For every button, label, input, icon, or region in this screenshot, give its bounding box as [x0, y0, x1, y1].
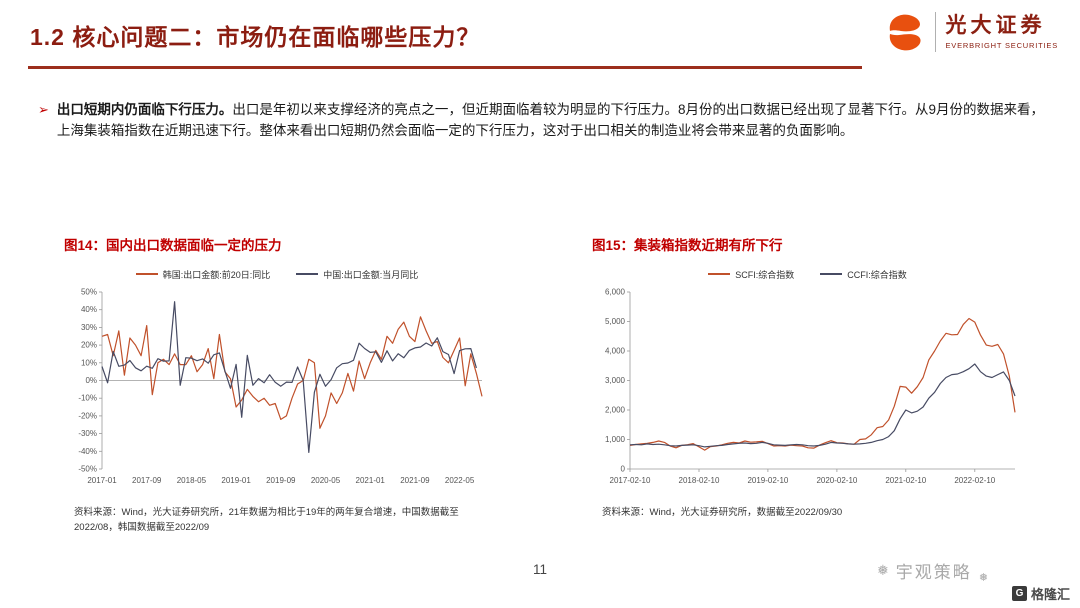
- x-tick-label: 2018-05: [177, 476, 207, 485]
- x-tick-label: 2018-02-10: [679, 476, 720, 485]
- legend-swatch: [296, 273, 319, 275]
- legend-item: 中国:出口金额:当月同比: [296, 268, 418, 280]
- legend-swatch: [820, 273, 843, 275]
- everbright-logo-icon: [890, 14, 922, 51]
- figure-15-title: 图15：集装箱指数近期有所下行: [592, 238, 783, 253]
- y-tick-label: 2,000: [605, 406, 626, 415]
- page-title: 1.2 核心问题二：市场仍在面临哪些压力？: [30, 24, 481, 50]
- x-tick-label: 2017-09: [132, 476, 162, 485]
- y-tick-label: 3,000: [605, 376, 626, 385]
- legend-label: 中国:出口金额:当月同比: [323, 269, 419, 280]
- watermark: ❅ 宇观策略 ❅: [877, 558, 988, 584]
- x-tick-label: 2021-01: [356, 476, 386, 485]
- snowflake-icon: ❅: [877, 562, 889, 578]
- x-tick-label: 2019-09: [266, 476, 296, 485]
- y-tick-label: 10%: [81, 358, 97, 367]
- legend-item: SCFI:综合指数: [708, 268, 794, 280]
- figure-15: 图15：集装箱指数近期有所下行 SCFI:综合指数 CCFI:综合指数 0 1,00…: [590, 234, 1025, 520]
- y-tick-label: 40%: [81, 305, 97, 314]
- y-tick-label: 50%: [81, 288, 97, 297]
- snowflake-icon: ❅: [978, 572, 988, 584]
- bullet-marker: ➢: [38, 102, 49, 117]
- y-tick-label: 0%: [85, 376, 97, 385]
- x-tick-label: 2019-02-10: [747, 476, 788, 485]
- y-tick-label: -50%: [78, 465, 97, 474]
- header-rule: [28, 66, 862, 69]
- x-tick-label: 2022-05: [445, 476, 475, 485]
- figure-14-title: 图14：国内出口数据面临一定的压力: [64, 238, 282, 253]
- x-tick-label: 2020-05: [311, 476, 341, 485]
- y-tick-label: 20%: [81, 341, 97, 350]
- logo-divider: [935, 12, 937, 52]
- y-tick-label: -40%: [78, 447, 97, 456]
- y-tick-label: -10%: [78, 394, 97, 403]
- y-tick-label: -20%: [78, 411, 97, 420]
- body-paragraph: 出口短期内仍面临下行压力。出口是年初以来支撑经济的亮点之一，但近期面临着较为明显…: [57, 100, 1044, 142]
- y-tick-label: 30%: [81, 323, 97, 332]
- x-tick-label: 2017-02-10: [610, 476, 651, 485]
- x-tick-label: 2021-09: [400, 476, 430, 485]
- figure-14-source: 资料来源：Wind，光大证券研究所，21年数据为相比于19年的两年复合增速，中国…: [74, 507, 459, 534]
- bullet-block: ➢ 出口短期内仍面临下行压力。出口是年初以来支撑经济的亮点之一，但近期面临着较为…: [38, 100, 1044, 142]
- gelonghui-brand-text: 格隆汇: [1030, 587, 1070, 602]
- paragraph-text: 出口是年初以来支撑经济的亮点之一，但近期面临着较为明显的下行压力。8月份的出口数…: [56, 102, 1045, 138]
- x-tick-label: 2019-01: [221, 476, 251, 485]
- legend-swatch: [135, 273, 158, 275]
- legend-label: CCFI:综合指数: [847, 269, 907, 280]
- y-tick-label: 0: [621, 465, 626, 474]
- logo-text-cn: 光大证券: [945, 14, 1046, 38]
- y-tick-label: 6,000: [605, 288, 626, 297]
- series-line: [101, 301, 477, 453]
- logo-text: 光大证券 EVERBRIGHT SECURITIES: [945, 14, 1058, 49]
- figure-15-legend: SCFI:综合指数 CCFI:综合指数: [590, 268, 1025, 280]
- figure-15-source: 资料来源：Wind，光大证券研究所，数据截至2022/09/30: [602, 507, 843, 518]
- legend-swatch: [708, 273, 731, 275]
- figure-14: 图14：国内出口数据面临一定的压力 韩国:出口金额:前20日:同比 中国:出口金额…: [62, 234, 492, 535]
- figure-14-chart: -50% -40% -30% -20% -10% 0% 10% 20% 30% 40% 50% 201…: [78, 288, 483, 485]
- y-tick-label: 1,000: [605, 435, 626, 444]
- x-tick-label: 2017-01: [87, 476, 117, 485]
- x-tick-label: 2020-02-10: [816, 476, 857, 485]
- page-number: 11: [532, 562, 547, 577]
- x-tick-label: 2022-02-10: [954, 476, 995, 485]
- y-tick-label: -30%: [78, 429, 97, 438]
- series-line: [629, 317, 1016, 451]
- series-line: [101, 316, 483, 429]
- legend-item: CCFI:综合指数: [820, 268, 907, 280]
- everbright-logo: 光大证券 EVERBRIGHT SECURITIES: [882, 10, 1058, 54]
- paragraph-lead: 出口短期内仍面临下行压力。: [56, 102, 233, 117]
- legend-item: 韩国:出口金额:前20日:同比: [135, 268, 271, 280]
- figure-14-legend: 韩国:出口金额:前20日:同比 中国:出口金额:当月同比: [62, 268, 492, 280]
- y-tick-label: 5,000: [605, 317, 626, 326]
- logo-text-en: EVERBRIGHT SECURITIES: [945, 40, 1058, 50]
- legend-label: SCFI:综合指数: [735, 269, 795, 280]
- x-tick-label: 2021-02-10: [885, 476, 926, 485]
- legend-label: 韩国:出口金额:前20日:同比: [162, 269, 271, 280]
- series-line: [629, 363, 1016, 448]
- figure-15-chart: 0 1,000 2,000 3,000 4,000 5,000 6,000 2017-02-1…: [605, 288, 1016, 485]
- gelonghui-logo-icon: G: [1011, 586, 1027, 601]
- watermark-text: 宇观策略: [895, 563, 972, 582]
- y-tick-label: 4,000: [605, 347, 626, 356]
- gelonghui-logo: G 格隆汇: [1011, 584, 1070, 603]
